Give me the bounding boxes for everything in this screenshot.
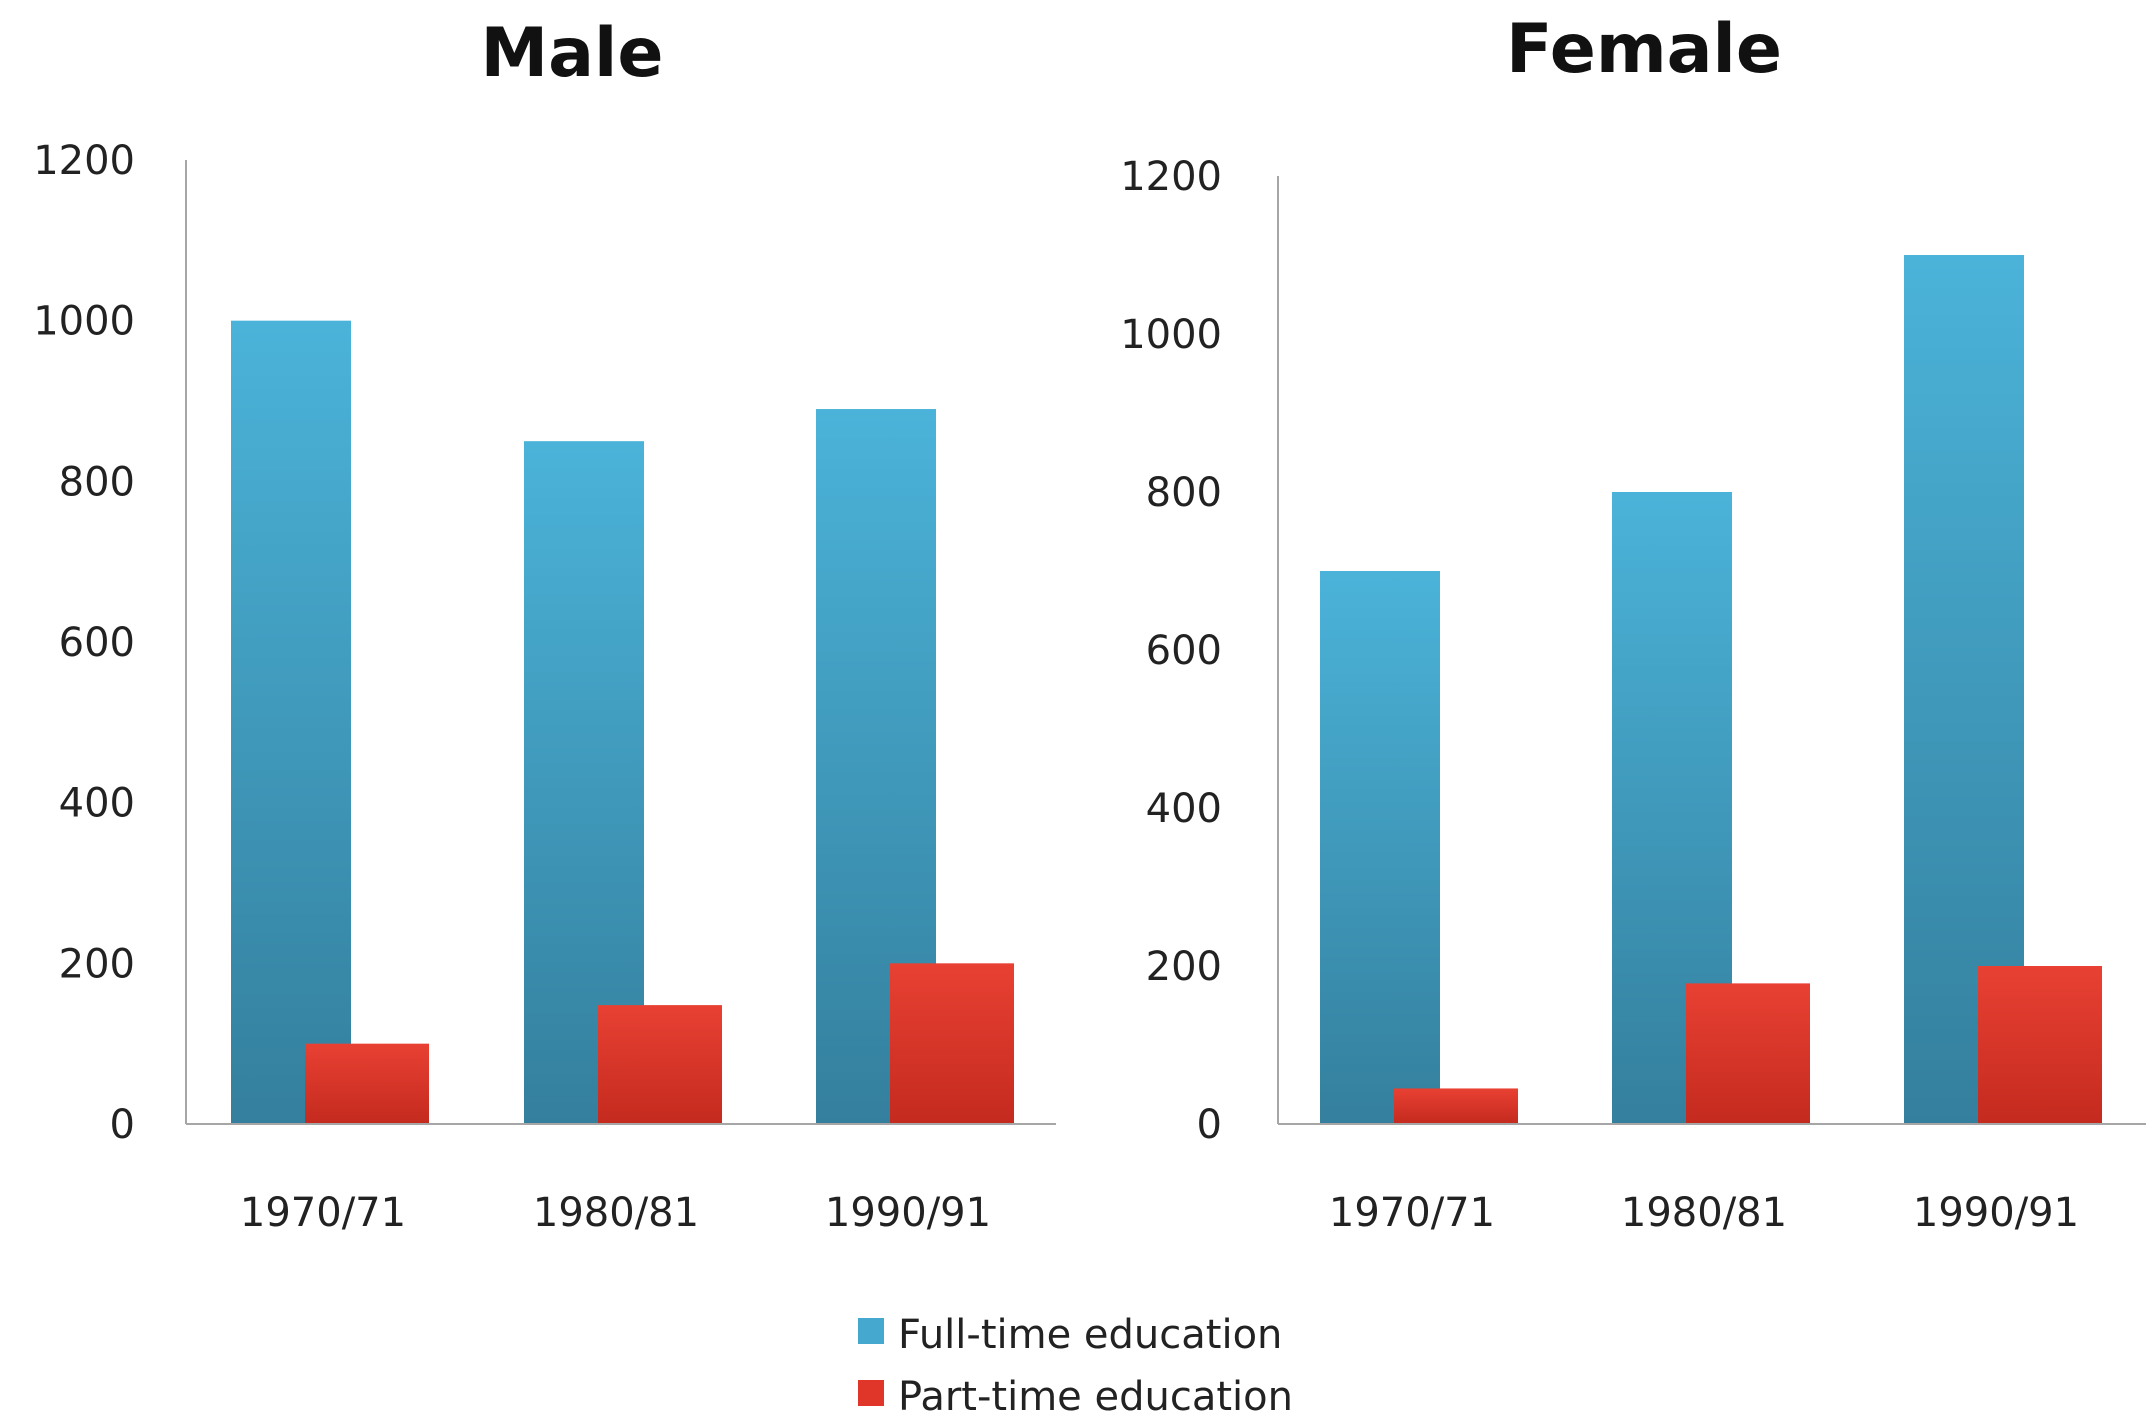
x-axis: 1970/71 1980/81 1990/91 xyxy=(1278,1123,2146,1236)
legend-swatch-full-time xyxy=(858,1318,884,1344)
y-tick-label: 0 xyxy=(1197,1102,1222,1148)
bar-part-time xyxy=(598,1005,722,1124)
legend: Full-time education Part-time education xyxy=(858,1312,1293,1416)
y-tick-label: 1200 xyxy=(1120,154,1222,200)
y-tick-label: 800 xyxy=(59,459,135,505)
legend-label-part-time: Part-time education xyxy=(898,1374,1293,1416)
bar-part-time xyxy=(1978,966,2102,1124)
x-tick-label: 1970/71 xyxy=(240,1190,406,1236)
y-axis: 0 200 400 600 800 1000 1200 xyxy=(33,138,187,1148)
panel-female: Female 0 200 400 600 800 1000 1200 1970/71 1980… xyxy=(1120,10,2146,1236)
y-tick-label: 1000 xyxy=(33,299,135,345)
y-tick-label: 0 xyxy=(110,1102,135,1148)
y-tick-label: 1200 xyxy=(33,138,135,184)
y-tick-label: 600 xyxy=(59,620,135,666)
bars xyxy=(1320,255,2102,1124)
bar-full-time xyxy=(231,320,351,1125)
y-tick-label: 800 xyxy=(1146,470,1222,516)
bar-part-time xyxy=(1686,983,1810,1124)
y-tick-label: 400 xyxy=(59,781,135,827)
x-axis: 1970/71 1980/81 1990/91 xyxy=(186,1123,1056,1236)
legend-swatch-part-time xyxy=(858,1380,884,1406)
y-axis: 0 200 400 600 800 1000 1200 xyxy=(1120,154,1279,1148)
panel-title: Female xyxy=(1506,10,1782,89)
bar-part-time xyxy=(1394,1088,1518,1124)
bar-full-time xyxy=(1320,571,1440,1124)
x-tick-label: 1980/81 xyxy=(533,1190,699,1236)
x-tick-label: 1970/71 xyxy=(1329,1190,1495,1236)
legend-label-full-time: Full-time education xyxy=(898,1312,1282,1358)
bar-part-time xyxy=(890,963,1014,1124)
y-tick-label: 400 xyxy=(1146,786,1222,832)
panel-male: Male 0 200 400 600 800 1000 1200 1970/71 1980/8… xyxy=(33,14,1056,1236)
y-tick-label: 600 xyxy=(1146,628,1222,674)
x-tick-label: 1980/81 xyxy=(1621,1190,1787,1236)
bars xyxy=(231,320,1014,1125)
y-tick-label: 200 xyxy=(1146,944,1222,990)
x-tick-label: 1990/91 xyxy=(825,1190,991,1236)
x-tick-label: 1990/91 xyxy=(1913,1190,2079,1236)
y-tick-label: 1000 xyxy=(1120,312,1222,358)
bar-part-time xyxy=(305,1043,429,1124)
panel-title: Male xyxy=(481,14,664,93)
y-tick-label: 200 xyxy=(59,941,135,987)
